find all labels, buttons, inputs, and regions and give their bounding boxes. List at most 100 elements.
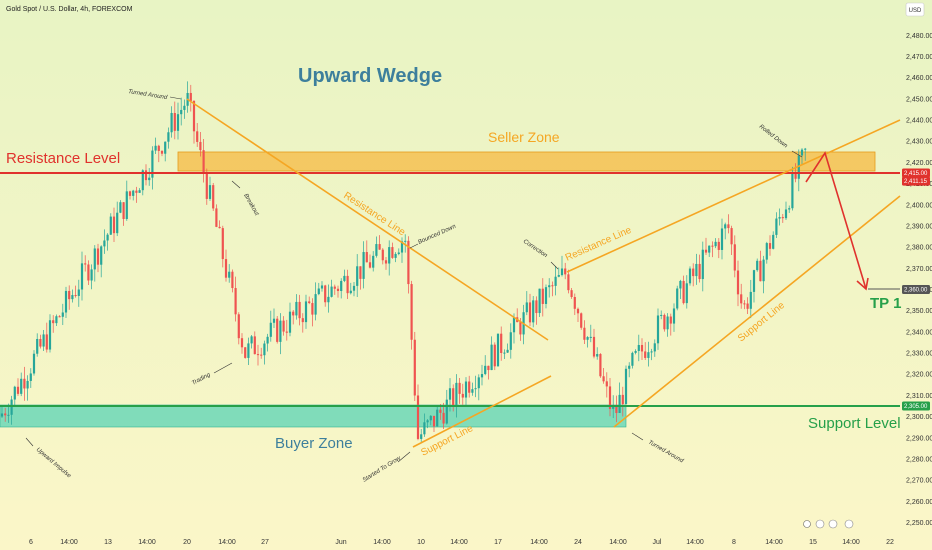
y-tick-label: 2,380.00 [906, 245, 932, 252]
candle-body [128, 191, 132, 196]
candle-body [218, 226, 221, 229]
candle-body [756, 260, 759, 271]
candle-body [141, 170, 144, 191]
candle-body [436, 409, 439, 427]
candle-body [87, 264, 90, 281]
candle-body [512, 317, 516, 333]
candle-body [586, 337, 589, 340]
candle-body [788, 208, 791, 210]
candle-body [580, 313, 583, 328]
candle-body [116, 212, 119, 234]
candle-body [368, 262, 372, 268]
candle-body [13, 386, 16, 400]
price-tag-label: 2,305.00 [904, 404, 928, 410]
candle-body [308, 301, 311, 304]
y-tick-label: 2,430.00 [906, 139, 932, 146]
y-tick-label: 2,260.00 [906, 499, 932, 506]
candle-body [199, 141, 202, 151]
candle-body [589, 336, 592, 338]
candle-body [682, 280, 685, 304]
candle-body [461, 393, 464, 398]
projection-arrowhead [856, 277, 869, 291]
candle-body [567, 274, 570, 291]
candle-body [615, 406, 618, 413]
candle-body [208, 185, 212, 199]
currency-button[interactable]: USD [905, 2, 925, 17]
candle-body [282, 320, 285, 332]
candle-body [570, 290, 573, 297]
candle-body [439, 409, 442, 413]
candle-body [29, 373, 32, 381]
resistance-line-descending [186, 98, 549, 341]
candle-body [500, 333, 503, 353]
candle-body [16, 386, 20, 394]
candle-body [445, 399, 448, 424]
candle-body [592, 336, 596, 357]
price-tags: 2,415.00 2,411.15 2,360.00 2,305.00 [902, 168, 930, 411]
candle-body [484, 365, 487, 375]
y-tick-label: 2,330.00 [906, 351, 932, 358]
candle-body [180, 109, 183, 115]
candle-body [730, 228, 733, 245]
x-tick-label: 14:00 [138, 539, 156, 546]
x-tick-label: 14:00 [60, 539, 78, 546]
candle-body [234, 288, 237, 315]
candle-body [692, 268, 695, 277]
candle-body [202, 150, 205, 174]
candle-body [407, 240, 410, 285]
candle-body [576, 308, 580, 314]
candle-body [618, 394, 621, 413]
candle-body [669, 316, 672, 324]
x-tick-label: 10 [417, 539, 425, 546]
price-tag-label: 2,360.00 [904, 288, 928, 294]
candle-body [784, 209, 788, 219]
candle-body [250, 336, 253, 344]
candle-body [173, 112, 176, 131]
candle-body [794, 172, 797, 179]
candle-body [551, 285, 554, 287]
x-tick-label: 27 [261, 539, 269, 546]
candle-body [279, 320, 282, 342]
candle-body [624, 368, 628, 405]
y-tick-label: 2,310.00 [906, 393, 932, 400]
candle-body [109, 216, 112, 235]
candle-body [157, 145, 160, 151]
candle-body [32, 353, 36, 374]
y-tick-label: 2,320.00 [906, 372, 932, 379]
support-level-label: Support Level [808, 415, 901, 432]
candle-body [554, 276, 557, 286]
buyer-zone-label: Buyer Zone [275, 435, 353, 452]
candle-body [112, 216, 116, 234]
candle-body [759, 260, 762, 282]
candle-body [359, 266, 362, 279]
candle-body [183, 105, 186, 110]
x-tick-label: 8 [732, 539, 736, 546]
candle-body [68, 290, 71, 300]
candle-body [608, 386, 612, 409]
info-icon [803, 520, 811, 528]
candle-body [90, 269, 93, 281]
candle-body [519, 322, 522, 335]
candle-body [720, 228, 724, 250]
candle-body [132, 190, 135, 196]
y-tick-label: 2,280.00 [906, 456, 932, 463]
candle-body [663, 314, 666, 330]
candle-body [4, 413, 7, 416]
candle-body [656, 315, 660, 344]
candle-body [352, 285, 356, 291]
price-tag: 2,360.00 [902, 285, 930, 294]
resistance-line-rising [566, 119, 901, 273]
x-tick-label: 14:00 [765, 539, 783, 546]
resistance-level-label: Resistance Level [6, 150, 120, 167]
y-tick-label: 2,400.00 [906, 202, 932, 209]
candle-body [474, 388, 477, 390]
candle-body [346, 275, 349, 294]
candle-body [23, 378, 26, 389]
candle-body [324, 285, 327, 303]
x-tick-label: 14:00 [609, 539, 627, 546]
candle-body [426, 420, 429, 423]
candle-body [733, 244, 736, 271]
x-tick-label: 14:00 [530, 539, 548, 546]
candle-body [36, 338, 39, 354]
